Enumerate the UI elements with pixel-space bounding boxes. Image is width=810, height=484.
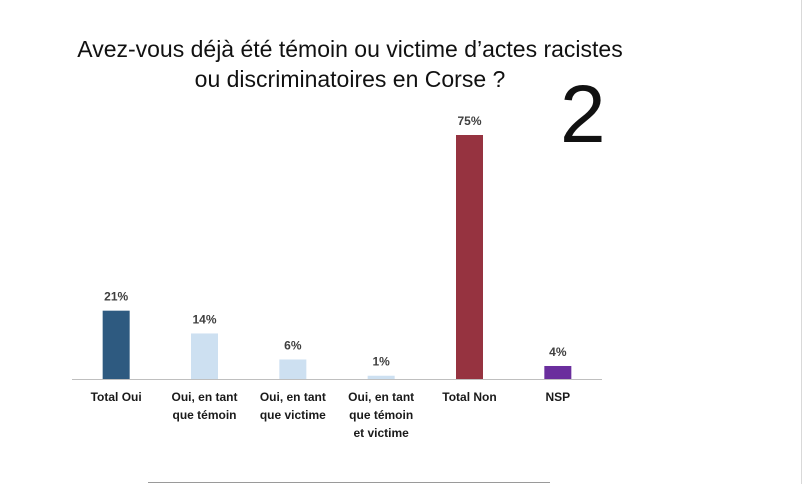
value-label: 6% xyxy=(284,338,302,352)
value-label: 14% xyxy=(192,312,216,326)
bar xyxy=(191,333,218,379)
category-label: Oui, en tant que témoin et victime xyxy=(348,390,414,440)
value-label: 21% xyxy=(104,290,128,304)
category-label: Oui, en tant que témoin xyxy=(172,390,238,422)
chart-title: Avez-vous déjà été témoin ou victime d’a… xyxy=(0,34,700,94)
value-label: 1% xyxy=(372,355,390,369)
category-label: Total Oui xyxy=(91,390,142,404)
bar xyxy=(279,359,307,379)
category-label: Total Non xyxy=(442,390,496,404)
slide-edge xyxy=(801,0,802,484)
chart-title-line-1: Avez-vous déjà été témoin ou victime d’a… xyxy=(77,36,623,62)
bar xyxy=(102,310,130,379)
category-labels-group: Total Oui Oui, en tant que témoin Oui, en t… xyxy=(91,390,571,440)
bar xyxy=(544,365,572,379)
value-label: 4% xyxy=(549,345,567,359)
bars-group xyxy=(102,135,572,379)
bar xyxy=(456,135,483,379)
category-label: Oui, en tant que victime xyxy=(260,390,326,422)
chart-title-line-2: ou discriminatoires en Corse ? xyxy=(194,66,506,92)
value-label: 75% xyxy=(457,114,481,128)
category-label: NSP xyxy=(545,390,570,404)
page-number: 2 xyxy=(560,69,606,160)
value-labels-group: 21% 14% 6% 1% 75% 4% xyxy=(104,114,567,369)
footer-rule xyxy=(148,482,550,483)
bar xyxy=(367,375,395,379)
